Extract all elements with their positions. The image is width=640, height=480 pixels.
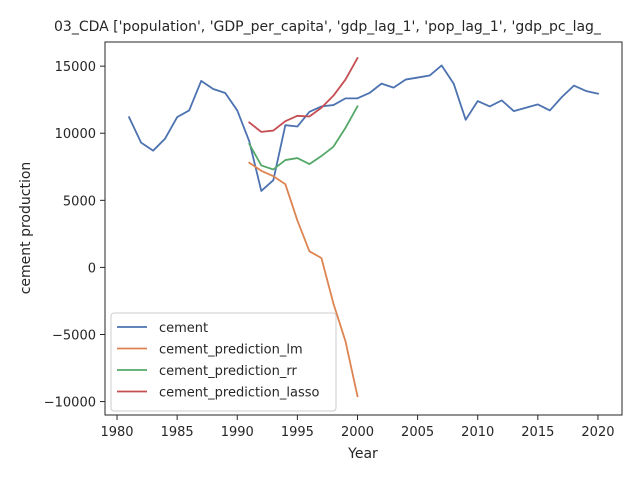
- x-tick-label: 1980: [100, 425, 133, 440]
- plot-frame: [104, 41, 623, 416]
- y-tick-label: −10000: [44, 396, 96, 411]
- x-tick-label: 1985: [161, 425, 194, 440]
- x-tick-label: 2000: [341, 425, 374, 440]
- x-axis-ticks: 1980 1985 1990 1995 2000 2005 2010 2015 2020: [100, 415, 615, 440]
- x-tick-label: 2020: [581, 425, 614, 440]
- series-line-cement-prediction-lasso: [248, 56, 359, 133]
- x-tick-label: 1995: [281, 425, 314, 440]
- y-axis-label: cement production: [18, 162, 34, 295]
- series-line-cement-prediction-lm: [248, 161, 359, 398]
- x-axis-label: Year: [347, 446, 378, 462]
- y-tick-label: 5000: [63, 194, 96, 209]
- y-tick-label: 10000: [55, 127, 96, 142]
- legend-box: [110, 312, 337, 412]
- y-tick-label: −5000: [52, 328, 96, 343]
- legend-label: cement_prediction_lasso: [159, 386, 319, 401]
- legend-label: cement: [159, 321, 208, 336]
- series-line-cement-prediction-rr: [248, 105, 359, 171]
- legend-label: cement_prediction_rr: [159, 364, 297, 379]
- x-tick-label: 2005: [401, 425, 434, 440]
- chart-title: 03_CDA ['population', 'GDP_per_capita', …: [54, 19, 602, 35]
- legend-label: cement_prediction_lm: [159, 343, 303, 358]
- y-tick-label: 0: [88, 261, 96, 276]
- plot-series: [127, 56, 600, 398]
- legend: cement cement_prediction_lm cement_predict…: [110, 312, 337, 412]
- series-line-cement: [127, 64, 600, 192]
- x-tick-label: 2015: [521, 425, 554, 440]
- y-axis-ticks: −10000 −5000 0 5000 10000 15000: [44, 60, 105, 411]
- x-tick-label: 1990: [221, 425, 254, 440]
- x-tick-label: 2010: [461, 425, 494, 440]
- y-tick-label: 15000: [55, 60, 96, 75]
